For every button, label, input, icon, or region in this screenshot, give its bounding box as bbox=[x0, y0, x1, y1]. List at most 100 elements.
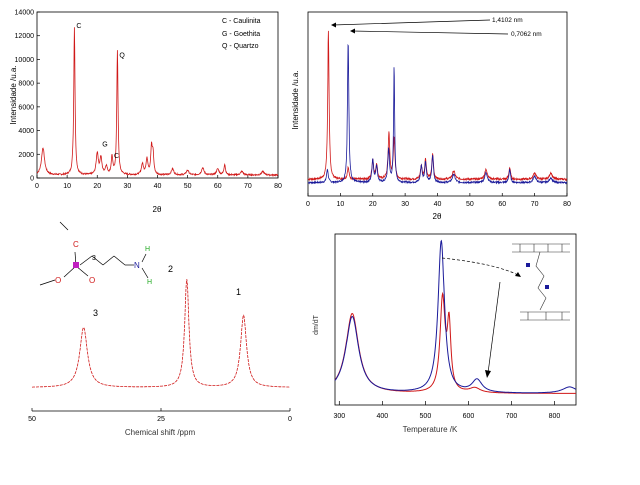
x-tick-label: 10 bbox=[63, 183, 71, 190]
structure-label-n: N bbox=[134, 261, 140, 270]
xrd-intercalated-x-ticks: 0 10 20 30 40 50 60 70 80 bbox=[306, 193, 571, 208]
x-tick-label: 30 bbox=[401, 201, 409, 208]
y-tick-label: 12000 bbox=[15, 33, 35, 40]
dtg-annotation-arrowhead-1 bbox=[515, 272, 521, 277]
bond-11 bbox=[141, 267, 149, 279]
x-tick-label: 800 bbox=[549, 413, 561, 420]
xrd-original-x-label: 2θ bbox=[153, 205, 162, 214]
dtg-frame bbox=[334, 233, 577, 406]
structure-label-h-top: H bbox=[145, 246, 150, 253]
legend-goethita: G - Goethita bbox=[222, 31, 260, 38]
nmr-peak-label-3: 3 bbox=[93, 308, 98, 318]
y-tick-label: 6000 bbox=[18, 104, 34, 111]
nmr-peak-label-1: 1 bbox=[236, 287, 241, 297]
nmr-chart: 50 25 0 Chemical shift /ppm 3 2 1 C 3 O O … bbox=[28, 221, 292, 437]
annotation-arrow-1 bbox=[332, 19, 491, 26]
xrd-original-y-label: Intensidade /u.a. bbox=[9, 65, 18, 124]
bond-10 bbox=[141, 253, 147, 263]
bond-2 bbox=[39, 279, 56, 286]
x-tick-label: 60 bbox=[498, 201, 506, 208]
x-tick-label: 50 bbox=[466, 201, 474, 208]
annotation-arrowhead-1 bbox=[331, 22, 336, 28]
xrd-original-chart: 0 2000 4000 6000 8000 10000 12000 14000 0 10 20 30… bbox=[9, 10, 282, 215]
x-tick-label: 20 bbox=[369, 201, 377, 208]
silicon-atom bbox=[73, 262, 79, 268]
xrd-intercalated-chart: 0 10 20 30 40 50 60 70 80 Intensidade /u.a. 2θ 1… bbox=[291, 11, 571, 221]
x-tick-label: 25 bbox=[157, 416, 165, 423]
x-tick-label: 0 bbox=[35, 183, 39, 190]
x-tick-label: 70 bbox=[244, 183, 252, 190]
x-tick-label: 0 bbox=[288, 416, 292, 423]
xrd-original-series bbox=[36, 27, 279, 177]
dtg-x-label: Temperature /K bbox=[403, 425, 458, 434]
annotation-0-7062-nm: 0,7062 nm bbox=[511, 31, 542, 38]
dtg-x-ticks: 300 400 500 600 700 800 bbox=[333, 401, 560, 420]
dtg-annotation-arrowhead-2 bbox=[485, 370, 491, 378]
xrd-intercalated-frame bbox=[307, 11, 568, 197]
legend-quartzo: Q - Quartzo bbox=[222, 43, 259, 50]
structure-label-3: 3 bbox=[92, 255, 96, 262]
x-tick-label: 700 bbox=[506, 413, 518, 420]
inset-layer bbox=[512, 243, 570, 253]
nmr-x-label: Chemical shift /ppm bbox=[125, 428, 196, 437]
nmr-x-ticks: 50 25 0 bbox=[28, 408, 292, 423]
dtg-series-red bbox=[334, 291, 576, 394]
y-tick-label: 14000 bbox=[15, 10, 35, 17]
y-tick-label: 8000 bbox=[18, 81, 34, 88]
peak-label: Q bbox=[119, 52, 125, 59]
inset-atom-si bbox=[526, 263, 530, 267]
x-tick-label: 600 bbox=[463, 413, 475, 420]
x-tick-label: 30 bbox=[123, 183, 131, 190]
dtg-series-blue bbox=[334, 239, 577, 394]
xrd-original-y-ticks: 0 2000 4000 6000 8000 10000 12000 14000 bbox=[15, 10, 40, 183]
y-tick-label: 10000 bbox=[15, 57, 35, 64]
annotation-1-4102-nm: 1,4102 nm bbox=[492, 17, 523, 24]
y-tick-label: 4000 bbox=[18, 128, 34, 135]
bond-8 bbox=[113, 255, 126, 266]
y-tick-label: 0 bbox=[30, 176, 34, 183]
peak-label: C bbox=[114, 153, 119, 160]
structure-label-c: C bbox=[73, 240, 79, 249]
xrd-original-x-ticks: 0 10 20 30 40 50 60 70 80 bbox=[35, 175, 282, 190]
x-tick-label: 0 bbox=[306, 201, 310, 208]
dtg-inset-structure bbox=[512, 243, 570, 321]
bond-5 bbox=[79, 255, 93, 266]
x-tick-label: 500 bbox=[420, 413, 432, 420]
peak-label: G bbox=[102, 141, 107, 148]
inset-layer-bottom bbox=[520, 311, 570, 321]
dtg-annotation-arrow-2 bbox=[487, 281, 501, 374]
dtg-chart: 300 400 500 600 700 800 dm/dT Temperature /K bbox=[313, 233, 577, 434]
y-tick-label: 2000 bbox=[18, 152, 34, 159]
legend-caulinita: C - Caulinita bbox=[222, 18, 261, 25]
annotation-arrow-2 bbox=[351, 30, 509, 35]
bond-6 bbox=[91, 255, 104, 266]
x-tick-label: 20 bbox=[93, 183, 101, 190]
xrd-intercalated-series-blue bbox=[307, 43, 568, 185]
x-tick-label: 80 bbox=[563, 201, 571, 208]
annotation-arrowhead-2 bbox=[350, 28, 355, 34]
x-tick-label: 40 bbox=[154, 183, 162, 190]
x-tick-label: 400 bbox=[376, 413, 388, 420]
structure-label-o-right: O bbox=[89, 276, 95, 285]
peak-label: C bbox=[76, 23, 81, 30]
inset-chain bbox=[535, 251, 547, 311]
x-tick-label: 70 bbox=[531, 201, 539, 208]
x-tick-label: 40 bbox=[434, 201, 442, 208]
xrd-intercalated-series-red bbox=[307, 30, 568, 182]
structure-label-o-left: O bbox=[55, 276, 61, 285]
dtg-annotation-line bbox=[441, 257, 521, 277]
x-tick-label: 10 bbox=[336, 201, 344, 208]
x-tick-label: 80 bbox=[274, 183, 282, 190]
nmr-series bbox=[32, 279, 290, 388]
x-tick-label: 50 bbox=[28, 416, 36, 423]
bond-1 bbox=[59, 221, 69, 231]
inset-atom-n bbox=[545, 285, 549, 289]
dtg-y-label: dm/dT bbox=[313, 314, 320, 335]
nmr-peak-label-2: 2 bbox=[168, 264, 173, 274]
bond-7 bbox=[102, 255, 115, 266]
structure-label-h-bottom: H bbox=[147, 279, 152, 286]
xrd-intercalated-y-label: Intensidade /u.a. bbox=[291, 70, 300, 129]
x-tick-label: 50 bbox=[184, 183, 192, 190]
